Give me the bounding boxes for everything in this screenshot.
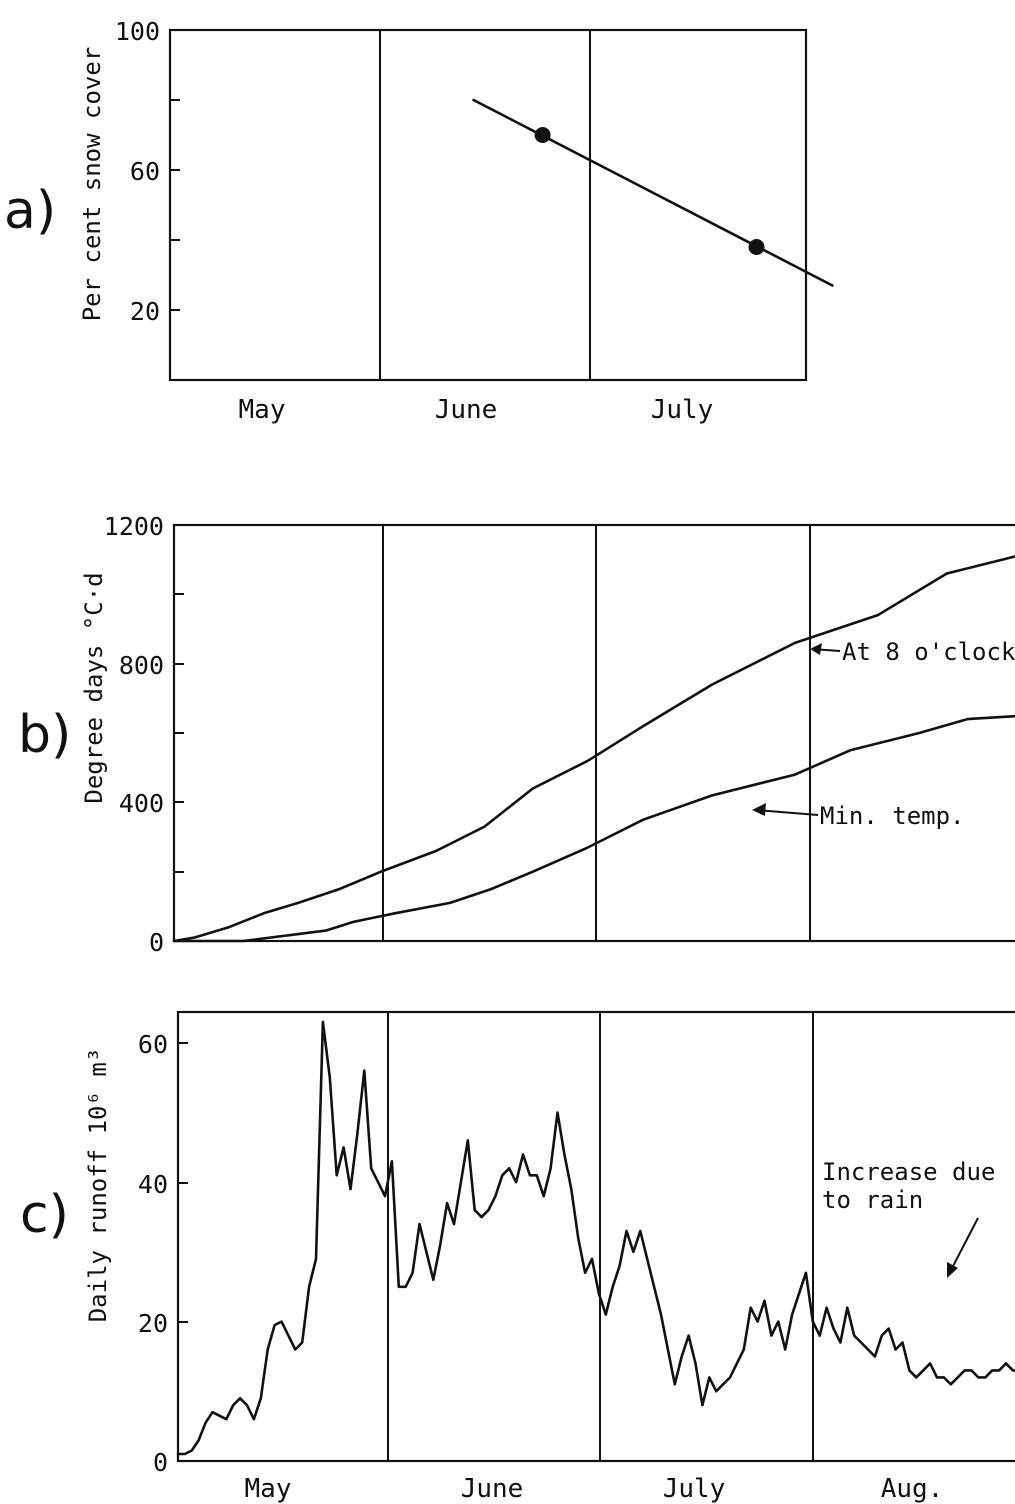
panel-b-ytick-label-1200: 1200 xyxy=(104,512,164,541)
panel-a-letter: a) xyxy=(4,181,56,241)
panel-a-ytick-label-100: 100 xyxy=(115,17,160,46)
panel-b-ytick-label-0: 0 xyxy=(149,928,164,957)
panel-c-month-july: July xyxy=(663,1474,726,1504)
panel-c-annotation-arrow-line xyxy=(949,1217,979,1273)
panel-c-ytick-label-40: 40 xyxy=(138,1170,168,1199)
panel-b-frame xyxy=(172,523,1015,943)
panel-a-ytick-label-60: 60 xyxy=(130,157,160,186)
panel-b-arrow-min-temp-head xyxy=(752,803,766,816)
panel-a-series-line xyxy=(472,98,834,287)
panel-a-frame xyxy=(168,28,808,382)
panel-a-ylabel: Per cent snow cover xyxy=(78,47,106,322)
panel-c-annotation-arrow-head xyxy=(947,1262,958,1278)
panel-a-month-june: June xyxy=(435,395,498,425)
panel-b-series-min-temp xyxy=(172,714,1015,943)
panel-c-frame xyxy=(176,1010,1015,1463)
panel-a-point xyxy=(534,127,551,143)
panel-c-month-may: May xyxy=(245,1474,292,1504)
panel-c-month-june: June xyxy=(461,1474,524,1504)
panel-a-point xyxy=(748,239,765,255)
panel-c-annotation-line-2: to rain xyxy=(822,1186,923,1214)
panel-c-month-aug: Aug. xyxy=(881,1474,944,1504)
panel-b-ylabel: Degree days °C·d xyxy=(80,572,108,803)
panel-a: a) Per cent snow cover 100 60 20 May Jun… xyxy=(4,17,834,425)
panel-c: c) Daily runoff 10⁶ m³ 60 40 20 0 May Ju… xyxy=(20,1010,1015,1504)
panel-c-annotation: Increase due to rain xyxy=(822,1158,1010,1214)
panel-c-ytick-label-20: 20 xyxy=(138,1309,168,1338)
panel-b: b) Degree days °C·d 1200 800 400 0 At 8 … xyxy=(18,512,1015,957)
panel-b-ytick-label-800: 800 xyxy=(119,651,164,680)
panel-b-series-at-8-oclock xyxy=(172,555,1015,943)
panel-c-ylabel: Daily runoff 10⁶ m³ xyxy=(84,1048,112,1323)
panel-a-month-may: May xyxy=(239,395,286,425)
panel-b-letter: b) xyxy=(18,705,71,765)
panel-b-arrow-min-temp-line xyxy=(755,809,819,816)
panel-c-series-line xyxy=(176,1020,1015,1456)
panel-c-letter: c) xyxy=(20,1185,69,1245)
panel-a-month-july: July xyxy=(651,395,714,425)
panel-c-annotation-line-1: Increase due xyxy=(822,1158,995,1186)
panel-b-label-min-temp: Min. temp. xyxy=(820,802,965,830)
panel-a-ytick-label-20: 20 xyxy=(130,297,160,326)
panel-b-arrow-8-oclock-head xyxy=(810,643,822,655)
panel-b-ytick-label-400: 400 xyxy=(119,789,164,818)
panel-c-ytick-label-0: 0 xyxy=(153,1448,168,1477)
panel-b-label-8-oclock: At 8 o'clock xyxy=(842,638,1015,666)
panel-c-ytick-label-60: 60 xyxy=(138,1030,168,1059)
